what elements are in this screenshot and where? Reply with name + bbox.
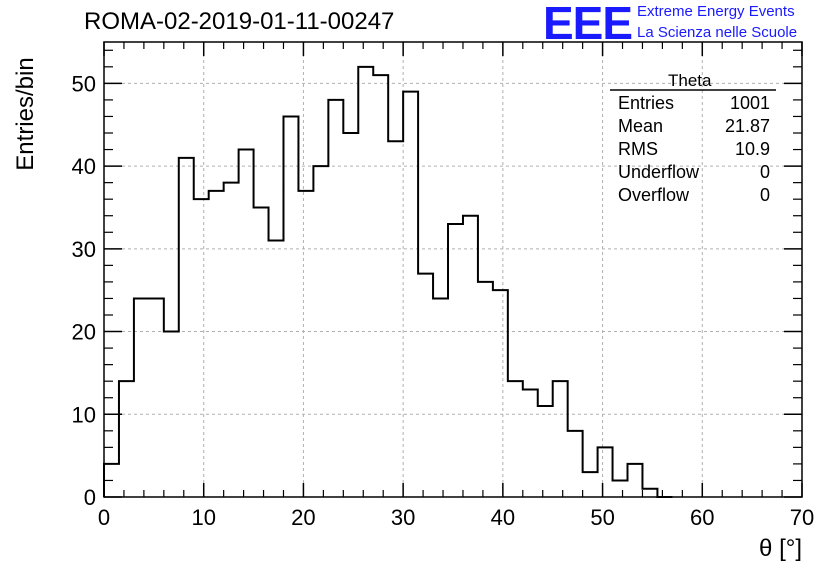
- run-title: ROMA-02-2019-01-11-00247: [84, 8, 395, 35]
- x-axis-label: θ [°]: [759, 535, 802, 562]
- logo-subtitle-2: La Scienza nelle Scuole: [637, 24, 798, 41]
- stats-value-rms: 10.9: [734, 139, 770, 159]
- axis-ticks: [103, 42, 803, 498]
- y-tick-label: 50: [72, 71, 96, 96]
- stats-title: Theta: [668, 71, 712, 90]
- stats-label-mean: Mean: [618, 116, 664, 136]
- x-tick-label: 70: [790, 505, 814, 530]
- x-tick-label: 30: [391, 505, 415, 530]
- eee-logo: EEE: [543, 0, 633, 49]
- x-tick-label: 40: [491, 505, 515, 530]
- stats-value-underflow: 0: [759, 162, 770, 182]
- y-axis-label: Entries/bin: [12, 57, 39, 171]
- stats-label-rms: RMS: [618, 139, 658, 159]
- stats-value-overflow: 0: [759, 185, 770, 205]
- y-tick-label: 10: [72, 402, 96, 427]
- y-tick-label: 40: [72, 154, 96, 179]
- tick-labels: 0 10 20 30 40 50 60 70 0 10 20 30 40 50: [72, 71, 815, 530]
- stats-value-entries: 1001: [729, 93, 770, 113]
- x-tick-label: 10: [191, 505, 215, 530]
- stats-label-underflow: Underflow: [618, 162, 700, 182]
- x-tick-label: 50: [590, 505, 614, 530]
- x-tick-label: 60: [690, 505, 714, 530]
- stats-value-mean: 21.87: [724, 116, 770, 136]
- grid-lines: [104, 42, 802, 497]
- y-tick-label: 30: [72, 237, 96, 262]
- plot-frame: [103, 41, 803, 498]
- stats-label-overflow: Overflow: [618, 185, 690, 205]
- y-tick-label: 0: [84, 485, 96, 510]
- histogram-series: [103, 65, 673, 498]
- x-tick-label: 20: [291, 505, 315, 530]
- x-tick-label: 0: [98, 505, 110, 530]
- logo-subtitle-1: Extreme Energy Events: [637, 3, 795, 20]
- y-tick-label: 20: [72, 320, 96, 345]
- stats-label-entries: Entries: [618, 93, 675, 113]
